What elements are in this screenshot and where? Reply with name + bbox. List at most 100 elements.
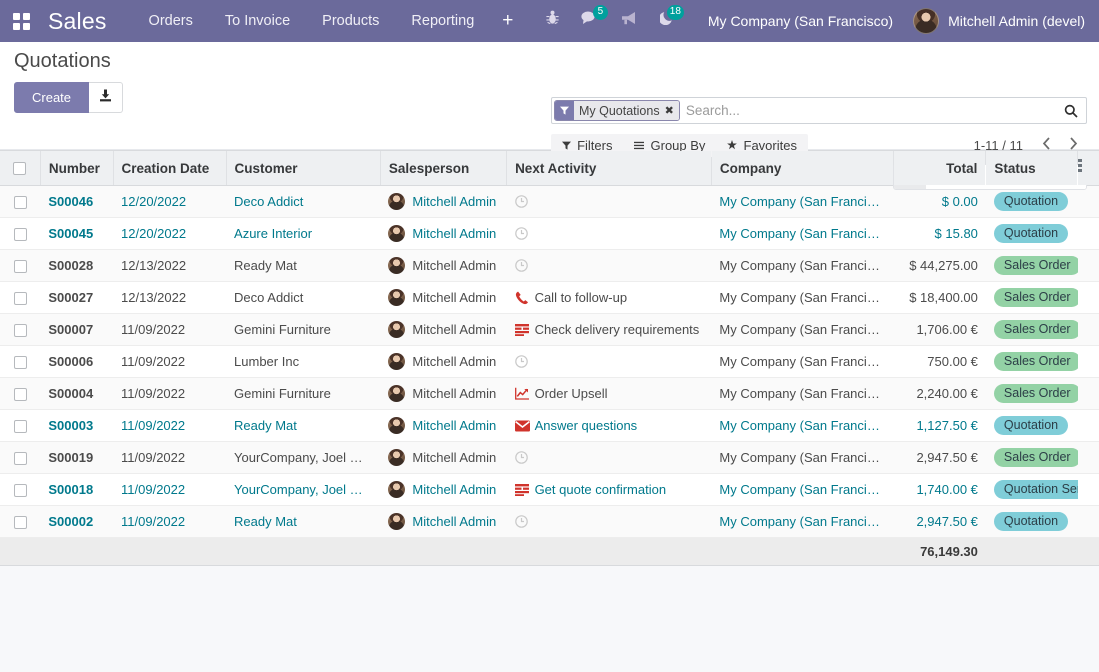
cell-creation-date[interactable]: 11/09/2022 [113,409,227,442]
cell-salesperson[interactable]: Mitchell Admin [380,409,507,442]
cell-company[interactable]: My Company (San Francisco) [711,377,894,410]
favorites-dropdown[interactable]: Favorites [716,134,808,157]
cell-next-activity[interactable] [506,505,712,538]
cell-total[interactable]: 2,947.50 € [893,441,986,474]
cell-status[interactable]: Sales Order [985,281,1078,314]
cell-total[interactable]: $ 18,400.00 [893,281,986,314]
table-row[interactable]: S00002 11/09/2022 Ready Mat Mitchell Admin M… [0,505,1099,538]
search-facet-remove-icon[interactable]: ✖ [663,101,679,120]
cell-next-activity[interactable]: Check delivery requirements [506,313,712,346]
import-download-icon[interactable] [89,82,124,113]
row-checkbox[interactable] [13,324,27,338]
column-header-salesperson[interactable]: Salesperson [379,150,507,186]
row-checkbox[interactable] [13,484,27,498]
user-menu[interactable]: Mitchell Admin (devel) [907,8,1087,34]
cell-company[interactable]: My Company (San Francisco) [711,185,894,218]
column-header-creation-date[interactable]: Creation Date [112,150,227,186]
cell-customer[interactable]: Deco Addict [226,185,381,218]
cell-company[interactable]: My Company (San Francisco) [711,345,894,378]
cell-customer[interactable]: Gemini Furniture [226,313,381,346]
row-checkbox[interactable] [13,356,27,370]
cell-total[interactable]: 1,127.50 € [893,409,986,442]
column-header-next-activity[interactable]: Next Activity [506,150,712,186]
cell-status[interactable]: Quotation Sent [985,473,1078,506]
tasks-icon[interactable] [514,483,535,496]
apps-grid-icon[interactable] [8,0,34,42]
cell-salesperson[interactable]: Mitchell Admin [380,505,507,538]
search-box[interactable]: My Quotations ✖ [551,97,1087,124]
cell-status[interactable]: Sales Order [985,377,1078,410]
clock-icon[interactable] [514,355,535,368]
clock-icon[interactable] [514,259,535,272]
cell-status[interactable]: Quotation [985,217,1078,250]
cell-creation-date[interactable]: 12/20/2022 [113,185,227,218]
cell-salesperson[interactable]: Mitchell Admin [380,217,507,250]
search-input[interactable] [679,103,1060,118]
cell-creation-date[interactable]: 11/09/2022 [113,313,227,346]
cell-creation-date[interactable]: 11/09/2022 [113,505,227,538]
cell-company[interactable]: My Company (San Francisco) [711,217,894,250]
cell-total[interactable]: 1,706.00 € [893,313,986,346]
cell-status[interactable]: Sales Order [985,249,1078,282]
cell-number[interactable]: S00045 [40,217,114,250]
row-checkbox[interactable] [13,292,27,306]
cell-customer[interactable]: Deco Addict [226,281,381,314]
menu-item-to-invoice[interactable]: To Invoice [224,13,291,29]
cell-salesperson[interactable]: Mitchell Admin [380,377,507,410]
cell-total[interactable]: 2,240.00 € [893,377,986,410]
tasks-icon[interactable] [514,323,535,336]
clock-icon[interactable] [514,515,535,528]
cell-number[interactable]: S00028 [40,249,114,282]
menu-item-orders[interactable]: Orders [148,13,193,29]
cell-creation-date[interactable]: 11/09/2022 [113,441,227,474]
table-row[interactable]: S00007 11/09/2022 Gemini Furniture Mitchell… [0,313,1099,346]
select-all-checkbox[interactable] [13,162,27,176]
row-checkbox[interactable] [13,516,27,530]
cell-next-activity[interactable] [506,217,712,250]
cell-company[interactable]: My Company (San Francisco) [711,249,894,282]
row-checkbox[interactable] [13,196,27,210]
cell-next-activity[interactable]: Answer questions [506,409,712,442]
cell-next-activity[interactable]: Get quote confirmation [506,473,712,506]
cell-status[interactable]: Sales Order [985,313,1078,346]
table-row[interactable]: S00004 11/09/2022 Gemini Furniture Mitchell… [0,377,1099,410]
table-row[interactable]: S00028 12/13/2022 Ready Mat Mitchell Admin M… [0,249,1099,282]
cell-number[interactable]: S00006 [40,345,114,378]
cell-salesperson[interactable]: Mitchell Admin [380,313,507,346]
table-row[interactable]: S00027 12/13/2022 Deco Addict Mitchell Admi… [0,281,1099,314]
table-row[interactable]: S00019 11/09/2022 YourCompany, Joel Willis… [0,441,1099,474]
cell-number[interactable]: S00027 [40,281,114,314]
activity-clock-icon[interactable]: 18 [649,0,686,42]
cell-creation-date[interactable]: 11/09/2022 [113,377,227,410]
cell-customer[interactable]: Gemini Furniture [226,377,381,410]
cell-creation-date[interactable]: 12/13/2022 [113,281,227,314]
cell-status[interactable]: Quotation [985,409,1078,442]
row-checkbox[interactable] [13,452,27,466]
cell-company[interactable]: My Company (San Francisco) [711,281,894,314]
row-checkbox[interactable] [13,388,27,402]
cell-status[interactable]: Quotation [985,505,1078,538]
cell-salesperson[interactable]: Mitchell Admin [380,281,507,314]
cell-salesperson[interactable]: Mitchell Admin [380,441,507,474]
cell-number[interactable]: S00007 [40,313,114,346]
cell-number[interactable]: S00002 [40,505,114,538]
clock-icon[interactable] [514,195,535,208]
cell-number[interactable]: S00019 [40,441,114,474]
row-checkbox[interactable] [13,228,27,242]
cell-salesperson[interactable]: Mitchell Admin [380,249,507,282]
cell-salesperson[interactable]: Mitchell Admin [380,473,507,506]
phone-icon[interactable] [515,291,535,305]
cell-creation-date[interactable]: 12/20/2022 [113,217,227,250]
cell-next-activity[interactable] [506,345,712,378]
cell-creation-date[interactable]: 11/09/2022 [113,345,227,378]
menu-item-products[interactable]: Products [322,13,380,29]
envelope-icon[interactable] [514,420,535,432]
cell-next-activity[interactable]: Call to follow-up [506,281,712,314]
cell-total[interactable]: 750.00 € [893,345,986,378]
pager-next-icon[interactable] [1060,136,1087,155]
cell-number[interactable]: S00018 [40,473,114,506]
group-by-dropdown[interactable]: Group By [623,134,716,157]
cell-total[interactable]: $ 15.80 [893,217,986,250]
cell-total[interactable]: 2,947.50 € [893,505,986,538]
column-header-company[interactable]: Company [710,150,894,186]
